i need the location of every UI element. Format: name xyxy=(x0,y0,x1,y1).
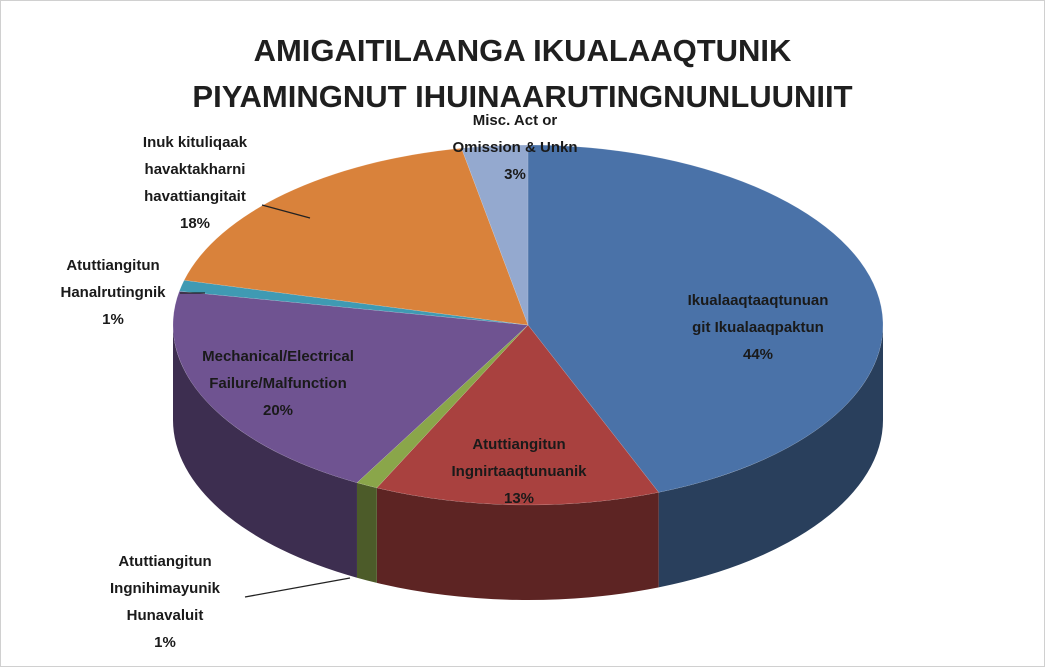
slice-label: Inuk kituliqaak havaktakharni havattiang… xyxy=(143,129,247,237)
slice-label: Misc. Act or Omission & Unkn 3% xyxy=(452,107,577,188)
label-value: 3% xyxy=(504,166,526,183)
label-category: Atuttiangitun Ingnihimayunik Hunavaluit xyxy=(109,553,221,624)
slice-side xyxy=(356,482,377,583)
label-category: Atuttiangitun Ingnirtaaqtunuanik xyxy=(451,436,587,480)
slice xyxy=(172,291,529,484)
slice-side xyxy=(376,487,659,600)
slice xyxy=(376,324,660,506)
label-value: 1% xyxy=(154,634,176,651)
label-category: Ikualaaqtaaqtunuan git Ikualaaqpaktun xyxy=(687,292,829,336)
slice xyxy=(461,144,529,326)
label-value: 1% xyxy=(102,311,124,328)
label-value: 20% xyxy=(262,402,294,419)
slice xyxy=(183,147,529,326)
slice xyxy=(178,279,529,326)
slice-label: Ikualaaqtaaqtunuan git Ikualaaqpaktun 44% xyxy=(688,287,829,368)
slice-label: Atuttiangitun Ingnirtaaqtunuanik 13% xyxy=(452,431,587,512)
slice xyxy=(527,144,884,493)
slice-label: Atuttiangitun Ingnihimayunik Hunavaluit 1… xyxy=(110,548,220,656)
label-value: 13% xyxy=(503,490,535,507)
label-category: Mechanical/Electrical Failure/Malfunctio… xyxy=(202,348,354,392)
slice-side xyxy=(173,325,357,578)
slice-side xyxy=(658,325,883,588)
slice-label: Atuttiangitun Hanalrutingnik 1% xyxy=(60,252,165,333)
slice-label: Mechanical/Electrical Failure/Malfunctio… xyxy=(202,343,354,424)
label-category: Misc. Act or Omission & Unkn xyxy=(452,112,578,156)
slice xyxy=(356,324,529,489)
label-category: Inuk kituliqaak havaktakharni havattiang… xyxy=(142,134,248,205)
label-category: Atuttiangitun Hanalrutingnik xyxy=(60,257,166,301)
chart-title: AMIGAITILAANGA IKUALAAQTUNIK PIYAMINGNUT… xyxy=(192,33,853,114)
leader-line xyxy=(261,204,311,219)
leader-line xyxy=(244,577,351,598)
label-value: 44% xyxy=(742,346,774,363)
label-value: 18% xyxy=(179,215,211,232)
